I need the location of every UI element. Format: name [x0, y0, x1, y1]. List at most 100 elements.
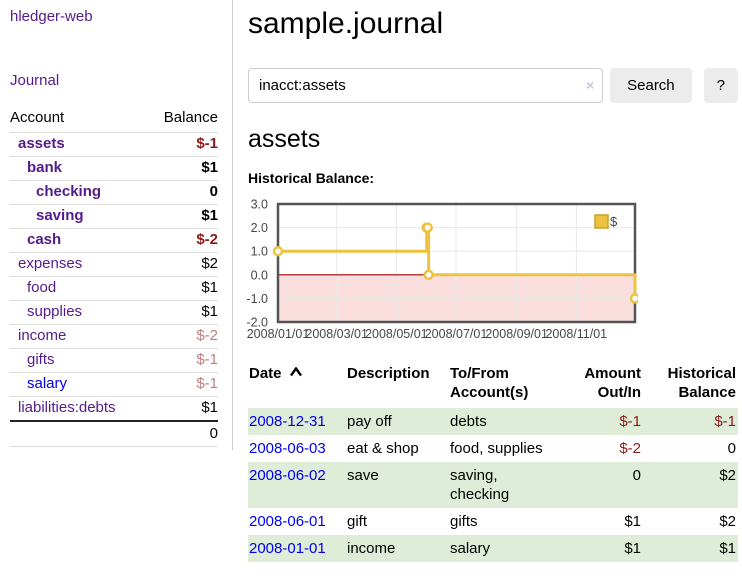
- account-balance: 0: [147, 180, 218, 205]
- transaction-date: 2008-01-01: [249, 540, 326, 557]
- account-link[interactable]: salary: [27, 375, 68, 392]
- account-balance: $-1: [147, 372, 218, 397]
- transaction-description: income: [347, 540, 396, 557]
- account-balance: $1: [147, 204, 218, 229]
- transaction-amount: $-1: [619, 413, 641, 430]
- accounts-header-row: Account Balance: [10, 106, 218, 133]
- transaction-amount: $1: [624, 513, 641, 530]
- transaction-accounts: food, supplies: [450, 440, 543, 457]
- account-balance: $-1: [147, 348, 218, 373]
- transaction-accounts: debts: [450, 413, 487, 430]
- account-row: gifts $-1: [10, 348, 218, 373]
- svg-text:2008/09/01: 2008/09/01: [485, 327, 548, 341]
- transaction-balance: $-1: [714, 413, 736, 430]
- transaction-date: 2008-12-31: [249, 413, 326, 430]
- account-row: assets $-1: [10, 132, 218, 157]
- transaction-accounts: saving, checking: [450, 467, 510, 503]
- account-row: food $1: [10, 276, 218, 301]
- accounts-col-balance: Balance: [147, 106, 218, 133]
- svg-text:-1.0: -1.0: [246, 292, 268, 306]
- svg-text:3.0: 3.0: [251, 199, 268, 212]
- account-link[interactable]: supplies: [27, 303, 83, 320]
- register-col-balance: Historical Balance: [667, 365, 736, 401]
- register-header-row: Date Description To/From Account(s) Amou…: [248, 360, 738, 408]
- transaction-row: 2008-06-02 save saving, checking 0 $2: [248, 462, 738, 508]
- account-balance: $1: [147, 276, 218, 301]
- transaction-balance: $1: [719, 540, 736, 557]
- svg-text:0.0: 0.0: [251, 268, 268, 282]
- svg-text:2008/05/01: 2008/05/01: [365, 327, 428, 341]
- account-link[interactable]: liabilities:debts: [18, 399, 116, 416]
- clear-search-icon[interactable]: ×: [585, 77, 595, 93]
- account-balance: $2: [147, 252, 218, 277]
- transaction-description: save: [347, 467, 379, 484]
- search-button[interactable]: Search: [610, 68, 692, 103]
- account-link[interactable]: assets: [18, 135, 65, 152]
- search-input[interactable]: [248, 68, 604, 103]
- account-link[interactable]: gifts: [27, 351, 55, 368]
- register-col-description: Description: [347, 365, 430, 382]
- account-link[interactable]: expenses: [18, 255, 83, 272]
- account-row: saving $1: [10, 204, 218, 229]
- account-link[interactable]: cash: [27, 231, 62, 248]
- svg-text:1.0: 1.0: [251, 245, 268, 259]
- transaction-row: 2008-12-31 pay off debts $-1 $-1: [248, 408, 738, 435]
- chart-title-label: Historical Balance:: [248, 170, 375, 186]
- search-box: ×: [248, 68, 604, 103]
- account-balance: $1: [147, 300, 218, 325]
- transaction-description: gift: [347, 513, 368, 530]
- transaction-amount: $-2: [619, 440, 641, 457]
- transaction-amount: 0: [632, 467, 641, 484]
- account-row: checking 0: [10, 180, 218, 205]
- accounts-table: Account Balance assets $-1 bank $1 checkin…: [10, 106, 218, 447]
- register-col-amount: Amount Out/In: [584, 365, 641, 401]
- account-link[interactable]: saving: [36, 207, 84, 224]
- transaction-accounts: gifts: [450, 513, 478, 530]
- account-balance: $-2: [147, 324, 218, 349]
- account-row: income $-2: [10, 324, 218, 349]
- svg-text:2008/01/01: 2008/01/01: [247, 327, 310, 341]
- account-link[interactable]: bank: [27, 159, 63, 176]
- accounts-total-value: 0: [147, 420, 218, 447]
- sidebar: hledger-web Journal Account Balance asse…: [0, 0, 233, 450]
- svg-text:2.0: 2.0: [251, 221, 268, 235]
- svg-text:-2.0: -2.0: [246, 316, 268, 330]
- transaction-date: 2008-06-01: [249, 513, 326, 530]
- account-balance: $-1: [147, 132, 218, 157]
- accounts-total-row: 0: [10, 420, 218, 447]
- accounts-col-account: Account: [10, 106, 148, 133]
- main-content: sample.journal × Search ? assets Histori…: [246, 0, 738, 562]
- account-row: liabilities:debts $1: [10, 396, 218, 422]
- account-link[interactable]: food: [27, 279, 57, 296]
- transaction-date: 2008-06-02: [249, 467, 326, 484]
- transaction-accounts: salary: [450, 540, 491, 557]
- historical-balance-chart: 3.0 2.0 1.0 0.0 -1.0 -2.0 2008/01/01 2008/03/01…: [240, 199, 738, 341]
- search-form: × Search ?: [248, 68, 738, 103]
- sort-asc-icon: [289, 366, 302, 377]
- transaction-description: pay off: [347, 413, 392, 430]
- account-balance: $1: [147, 156, 218, 181]
- account-link[interactable]: checking: [36, 183, 102, 200]
- transaction-balance: $2: [719, 467, 736, 484]
- account-title: assets: [248, 125, 321, 153]
- account-row: salary $-1: [10, 372, 218, 397]
- nav-journal-link[interactable]: Journal: [10, 72, 60, 89]
- transaction-description: eat & shop: [347, 440, 419, 457]
- svg-text:2008/03/01: 2008/03/01: [305, 327, 368, 341]
- svg-text:2008/11/01: 2008/11/01: [545, 327, 607, 341]
- account-row: expenses $2: [10, 252, 218, 277]
- account-balance: $1: [147, 396, 218, 422]
- brand-link[interactable]: hledger-web: [10, 8, 93, 25]
- transaction-date: 2008-06-03: [249, 440, 326, 457]
- transaction-balance: $2: [719, 513, 736, 530]
- account-row: cash $-2: [10, 228, 218, 253]
- svg-text:2008/07/01: 2008/07/01: [425, 327, 488, 341]
- account-link[interactable]: income: [18, 327, 67, 344]
- transaction-amount: $1: [624, 540, 641, 557]
- transaction-row: 2008-06-03 eat & shop food, supplies $-2 0: [248, 435, 738, 462]
- help-button[interactable]: ?: [703, 68, 738, 103]
- register-col-date[interactable]: Date: [248, 360, 346, 408]
- svg-text:$: $: [610, 214, 618, 229]
- transaction-balance: 0: [727, 440, 736, 457]
- account-balance: $-2: [147, 228, 218, 253]
